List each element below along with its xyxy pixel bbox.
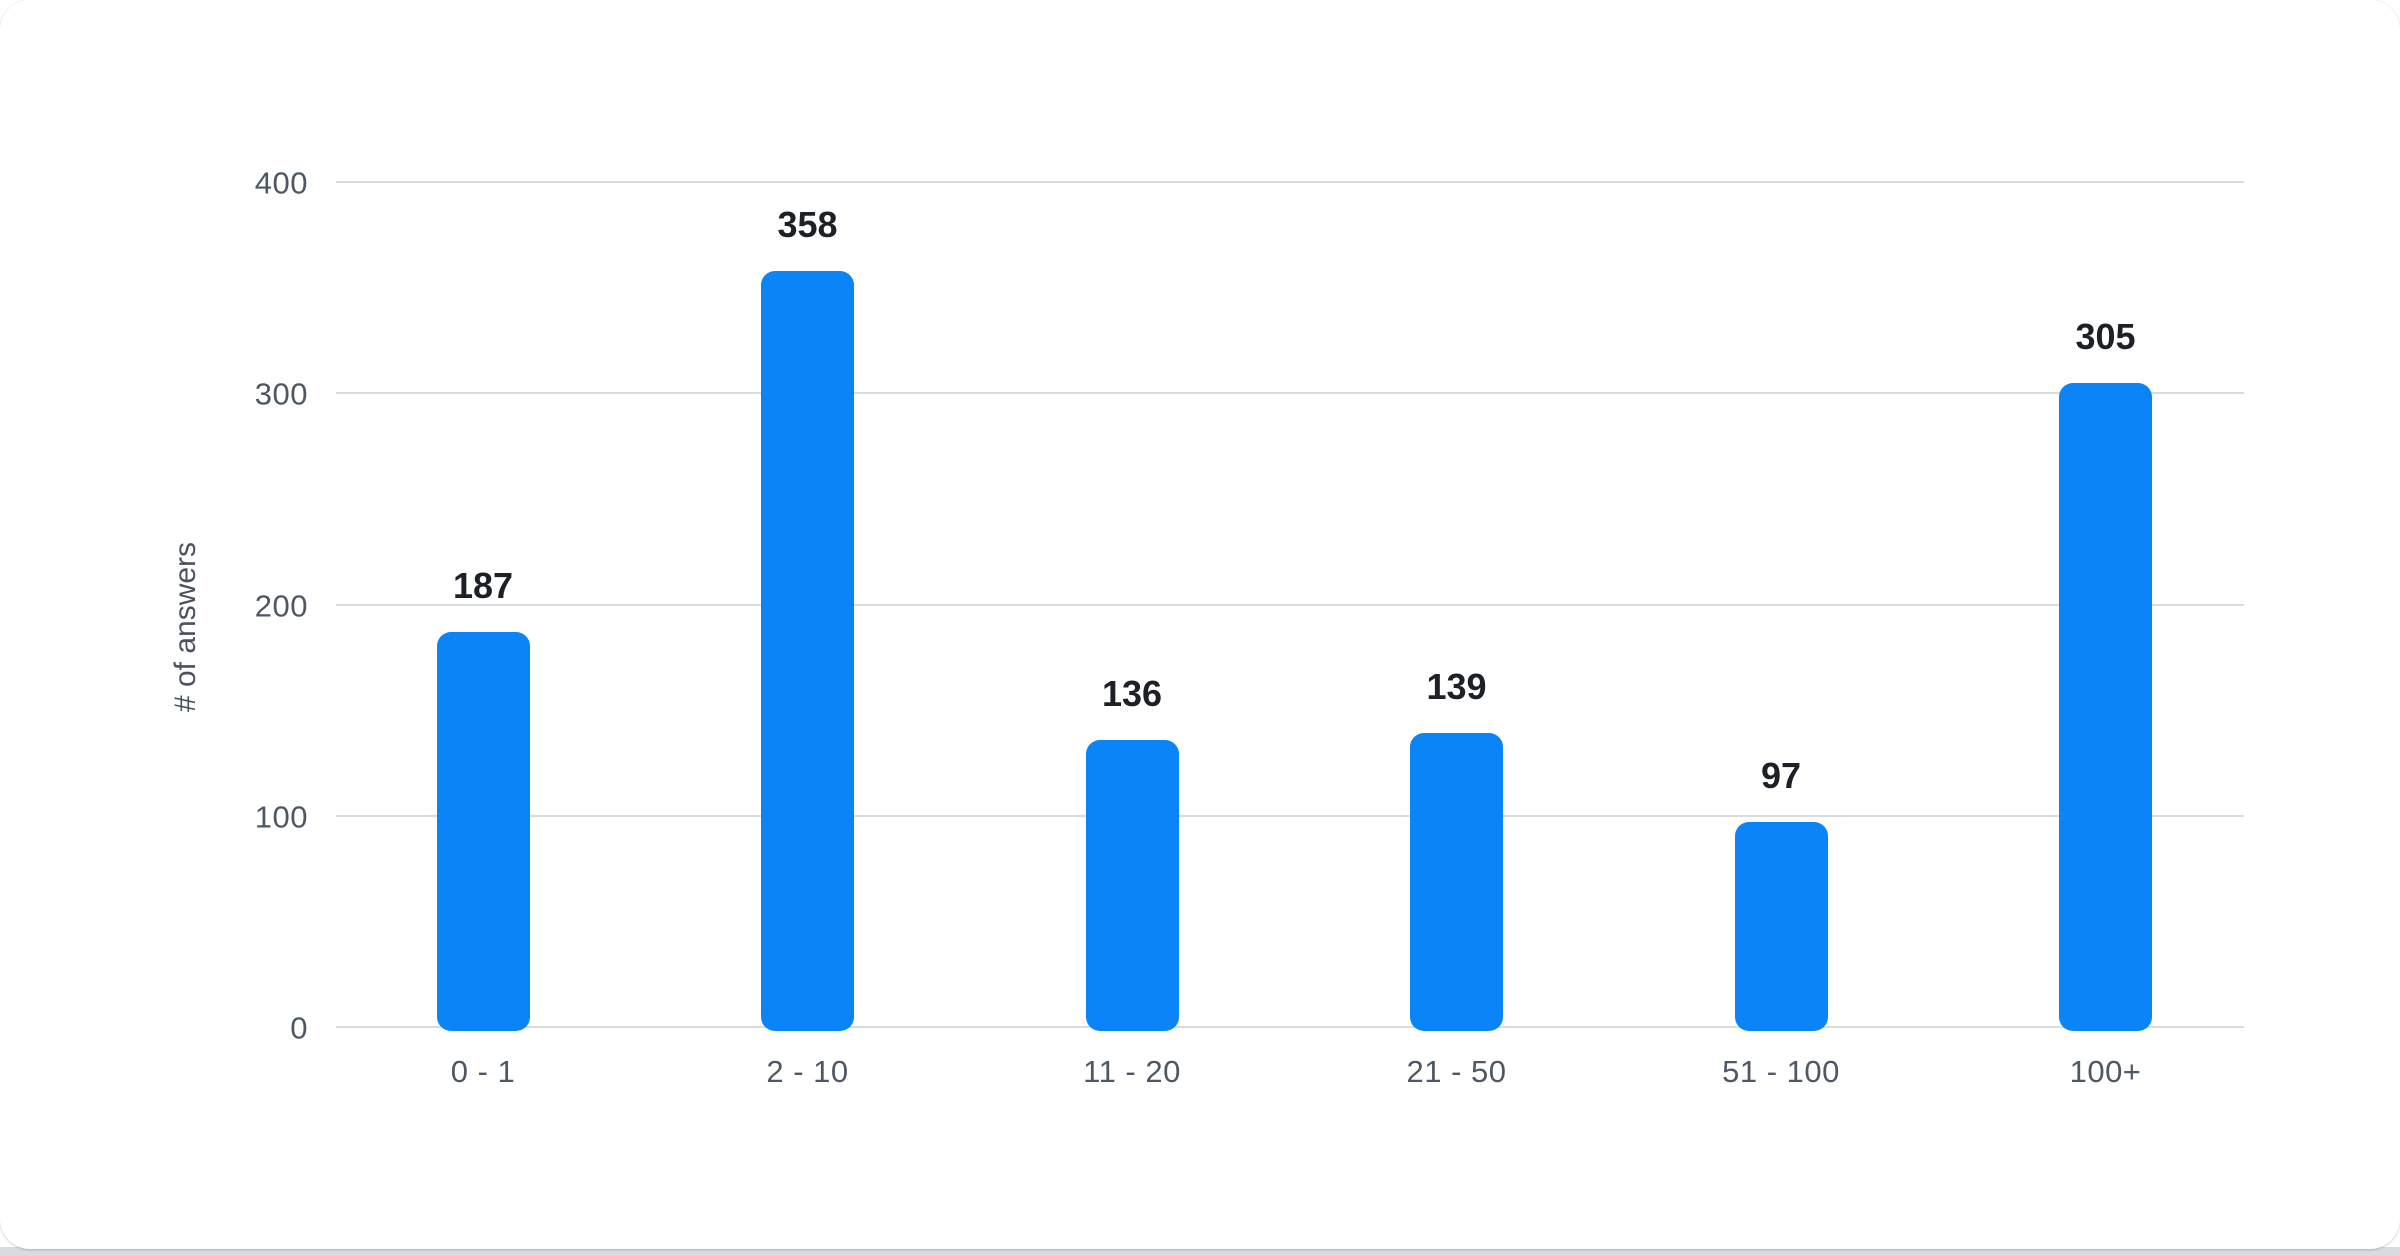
y-axis-title: # of answers — [169, 541, 202, 713]
bar-21-50 — [1410, 733, 1503, 1031]
bar-11-20 — [1085, 739, 1179, 1031]
y-tick-label-200: 200 — [254, 588, 308, 623]
x-axis-label: 11 - 20 — [1083, 1054, 1181, 1089]
bar-value-label: 97 — [1760, 755, 1802, 797]
gridline-200 — [336, 603, 2244, 606]
y-tick-label-100: 100 — [254, 799, 308, 835]
x-axis-label: 2 - 10 — [766, 1054, 849, 1089]
bar-100+ — [2059, 382, 2152, 1031]
gridline-300 — [336, 392, 2244, 395]
y-tick-label-400: 400 — [254, 165, 308, 201]
bar-value-label: 139 — [1426, 666, 1487, 708]
y-tick-label-300: 300 — [254, 376, 308, 412]
bar-2-10 — [761, 270, 854, 1031]
bar-value-label: 136 — [1101, 672, 1163, 714]
bar-51-100 — [1734, 822, 1828, 1031]
x-axis-label: 21 - 50 — [1406, 1054, 1507, 1089]
gridline-100 — [336, 814, 2244, 817]
background-strip — [0, 1247, 2400, 1256]
gridline-400 — [336, 181, 2244, 183]
x-axis-label: 100+ — [2069, 1054, 2142, 1089]
x-axis-label: 51 - 100 — [1722, 1054, 1840, 1089]
bar-value-label: 187 — [452, 564, 514, 606]
bar-0-1 — [436, 631, 530, 1031]
x-axis-label: 0 - 1 — [450, 1054, 516, 1089]
y-tick-label-0: 0 — [290, 1010, 308, 1046]
bar-value-label: 305 — [2075, 315, 2136, 357]
gridline-0 — [336, 1026, 2244, 1028]
bar-value-label: 358 — [777, 203, 838, 245]
